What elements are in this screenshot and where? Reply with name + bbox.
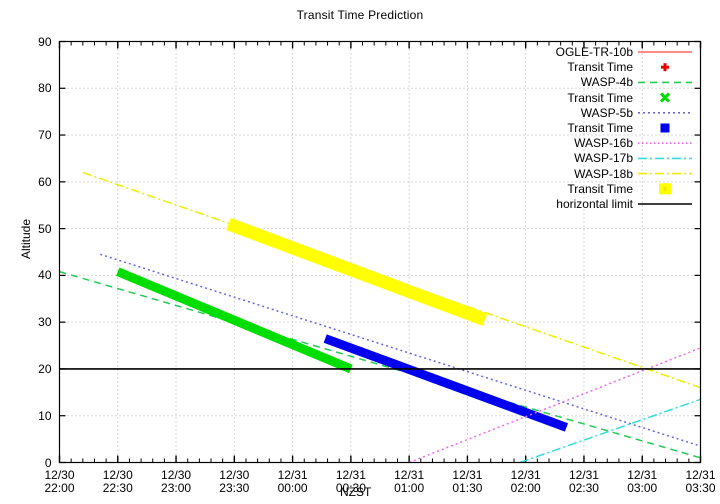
legend-label-wasp-16b-6: WASP-16b [574, 136, 633, 151]
x-tick-date: 12/31 [510, 467, 541, 482]
x-tick-time: 01:30 [452, 480, 483, 495]
legend-label-transit-time-3: Transit Time [567, 90, 633, 105]
y-tick-label: 40 [38, 268, 52, 283]
x-tick-date: 12/31 [685, 467, 716, 482]
series-transit-time [116, 267, 353, 374]
y-tick-label: 20 [38, 361, 52, 376]
legend-sample-9 [659, 183, 671, 195]
x-tick-time: 23:00 [161, 480, 192, 495]
series-wasp-16b [408, 347, 701, 464]
series-wasp-4b [59, 270, 701, 459]
legend-label-wasp-18b-8: WASP-18b [574, 166, 633, 181]
legend-label-wasp-4b-2: WASP-4b [580, 75, 633, 90]
series-wasp-5b [100, 253, 701, 447]
x-tick-label: 12/31 00:30 [316, 467, 386, 495]
series-transit-time [226, 217, 488, 326]
chart-title: Transit Time Prediction [296, 8, 424, 22]
x-tick-date: 12/31 [568, 467, 599, 482]
x-tick-date: 12/30 [44, 467, 75, 482]
x-axis-label: NZST [340, 485, 372, 499]
x-tick-time: 00:30 [335, 480, 366, 495]
x-tick-time: 22:00 [44, 480, 75, 495]
x-tick-time: 03:30 [685, 480, 716, 495]
axis-ticks [58, 40, 702, 464]
x-tick-label: 12/31 02:30 [549, 467, 619, 495]
series-transit-time [323, 334, 569, 432]
legend-label-wasp-5b-4: WASP-5b [580, 105, 633, 120]
x-tick-label: 12/31 01:00 [374, 467, 444, 495]
legend-samples [638, 51, 692, 205]
x-tick-date: 12/30 [219, 467, 250, 482]
x-tick-time: 02:30 [568, 480, 599, 495]
legend-label-transit-time-1: Transit Time [567, 60, 633, 75]
x-tick-label: 12/31 02:00 [491, 467, 561, 495]
y-tick-label: 0 [44, 455, 52, 470]
y-tick-label: 10 [38, 408, 52, 423]
x-tick-label: 12/31 03:30 [666, 467, 720, 495]
y-tick-label: 50 [38, 221, 52, 236]
y-tick-label: 90 [38, 34, 52, 49]
x-tick-time: 22:30 [102, 480, 133, 495]
x-tick-date: 12/31 [277, 467, 308, 482]
x-tick-date: 12/30 [161, 467, 192, 482]
y-tick-label: 80 [38, 81, 52, 96]
x-tick-label: 12/30 22:30 [83, 467, 153, 495]
x-tick-label: 12/30 23:00 [141, 467, 211, 495]
x-tick-label: 12/31 01:30 [432, 467, 502, 495]
legend-label-transit-time-5: Transit Time [567, 121, 633, 135]
grid-lines [59, 41, 701, 463]
x-tick-time: 01:00 [394, 480, 425, 495]
x-tick-time: 03:00 [627, 480, 658, 495]
data-series-layer [59, 171, 701, 464]
x-tick-time: 23:30 [219, 480, 250, 495]
plot-frame [58, 40, 702, 464]
x-tick-label: 12/30 23:30 [199, 467, 269, 495]
x-tick-label: 12/31 03:00 [607, 467, 677, 495]
x-tick-time: 00:00 [277, 480, 308, 495]
x-tick-date: 12/30 [102, 467, 133, 482]
x-tick-label: 12/31 00:00 [258, 467, 328, 495]
legend-sample-5 [660, 123, 670, 133]
legend-label-transit-time-9: Transit Time [567, 181, 633, 196]
x-tick-date: 12/31 [335, 467, 366, 482]
x-tick-time: 02:00 [510, 480, 541, 495]
legend-sample-1 [661, 63, 669, 72]
series-wasp-17b [519, 398, 701, 464]
legend-label-horizontal-limit-10: horizontal limit [556, 197, 633, 211]
x-tick-date: 12/31 [394, 467, 425, 482]
y-tick-label: 70 [38, 128, 52, 143]
x-tick-label: 12/30 22:00 [25, 467, 95, 495]
legend-label-wasp-17b-7: WASP-17b [574, 151, 633, 166]
x-tick-date: 12/31 [627, 467, 658, 482]
y-tick-label: 30 [38, 315, 52, 330]
legend-sample-3 [659, 92, 671, 103]
x-tick-date: 12/31 [452, 467, 483, 482]
y-tick-label: 60 [38, 174, 52, 189]
legend-label-ogle-tr-10b-0: OGLE-TR-10b [555, 45, 633, 59]
